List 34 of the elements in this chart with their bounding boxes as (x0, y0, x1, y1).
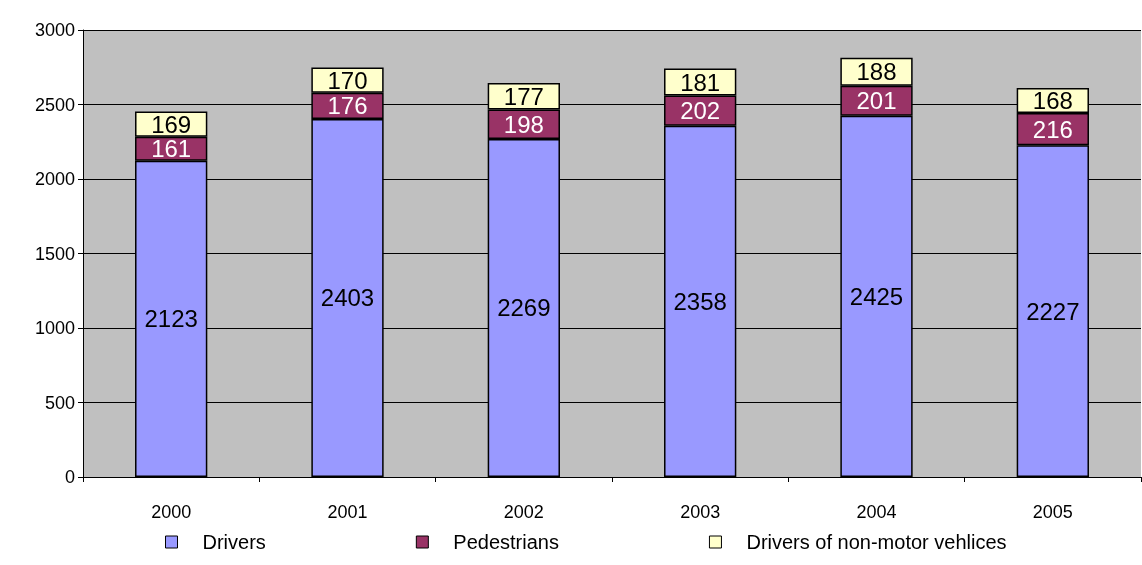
data-label: 169 (151, 110, 192, 138)
x-tick-label: 2000 (151, 502, 192, 522)
y-tick-label: 500 (44, 392, 75, 413)
data-label: 177 (503, 82, 544, 110)
x-tick-label: 2002 (503, 502, 544, 522)
x-tick-label: 2001 (327, 502, 368, 522)
y-tick-label: 1500 (34, 243, 75, 264)
data-label: 161 (151, 135, 192, 163)
data-label: 2123 (144, 305, 198, 333)
data-label: 202 (680, 97, 721, 125)
legend-label: Drivers (202, 531, 266, 553)
y-tick-label: 3000 (34, 20, 75, 40)
data-label: 2358 (673, 287, 727, 315)
data-label: 201 (856, 87, 897, 115)
data-label: 176 (327, 92, 368, 120)
legend-label: Drivers of non-motor vehlices (746, 531, 1007, 553)
data-label: 170 (327, 66, 368, 94)
y-tick-label: 0 (64, 467, 75, 487)
y-tick-label: 2500 (34, 94, 75, 115)
data-label: 2269 (497, 294, 551, 322)
data-label: 198 (503, 110, 544, 138)
y-tick-label: 1000 (34, 318, 75, 338)
data-label: 2227 (1026, 297, 1080, 325)
data-label: 216 (1032, 115, 1073, 143)
data-label: 188 (856, 58, 897, 86)
y-tick-label: 2000 (34, 169, 75, 189)
data-label: 168 (1032, 86, 1073, 114)
data-label: 181 (680, 68, 721, 96)
data-label: 2425 (849, 282, 904, 310)
data-label: 2403 (320, 284, 375, 312)
x-tick-label: 2003 (680, 502, 721, 522)
legend-label: Pedestrians (453, 531, 559, 553)
x-tick-label: 2005 (1032, 502, 1073, 522)
x-tick-label: 2004 (856, 502, 897, 522)
